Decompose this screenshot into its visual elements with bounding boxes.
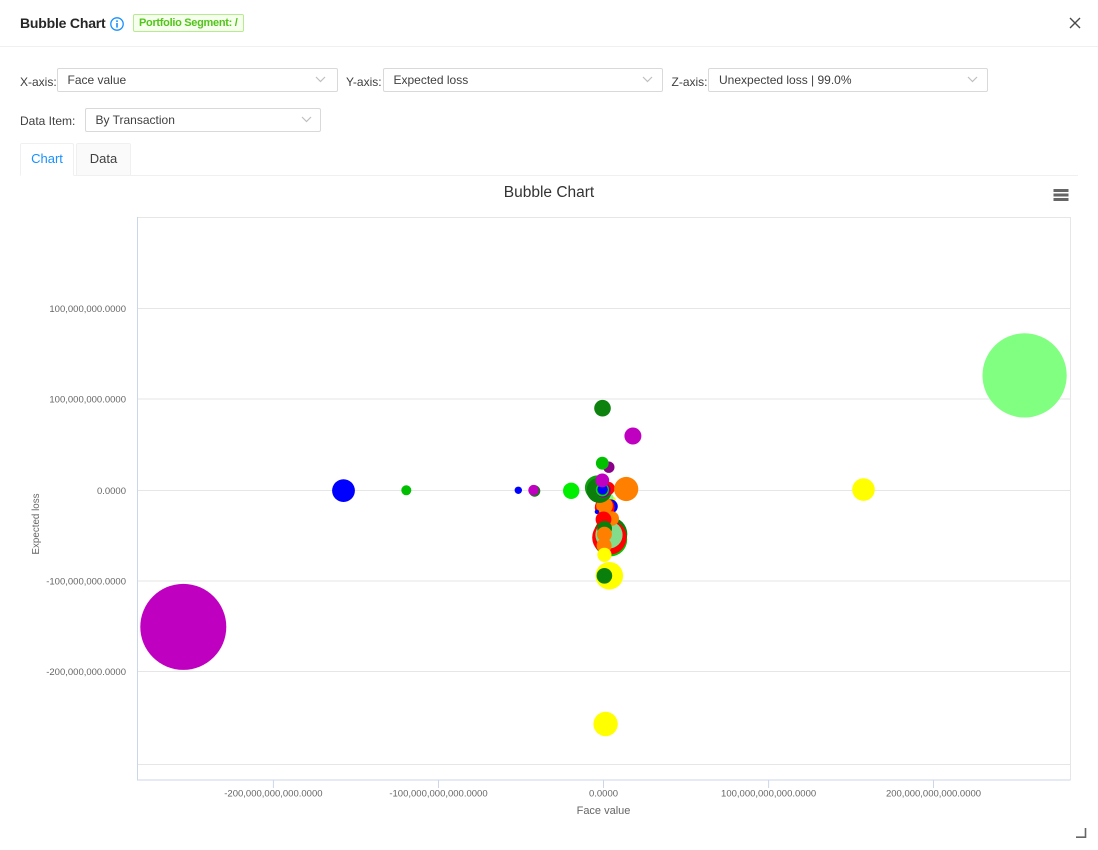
svg-text:0.0000: 0.0000 [97, 486, 126, 497]
svg-text:Bubble Chart: Bubble Chart [504, 184, 595, 201]
svg-text:0.0000: 0.0000 [589, 789, 618, 800]
svg-text:Expected loss: Expected loss [31, 493, 42, 554]
svg-text:-100,000,000,000.0000: -100,000,000,000.0000 [389, 789, 487, 800]
svg-text:-100,000,000.0000: -100,000,000.0000 [46, 577, 126, 588]
svg-text:-200,000,000,000.0000: -200,000,000,000.0000 [224, 789, 322, 800]
svg-text:100,000,000.0000: 100,000,000.0000 [49, 304, 126, 315]
svg-text:-200,000,000.0000: -200,000,000.0000 [46, 667, 126, 678]
svg-text:100,000,000.0000: 100,000,000.0000 [49, 395, 126, 406]
svg-text:200,000,000,000.0000: 200,000,000,000.0000 [886, 789, 981, 800]
svg-text:100,000,000,000.0000: 100,000,000,000.0000 [721, 789, 816, 800]
svg-text:Face value: Face value [577, 805, 631, 817]
